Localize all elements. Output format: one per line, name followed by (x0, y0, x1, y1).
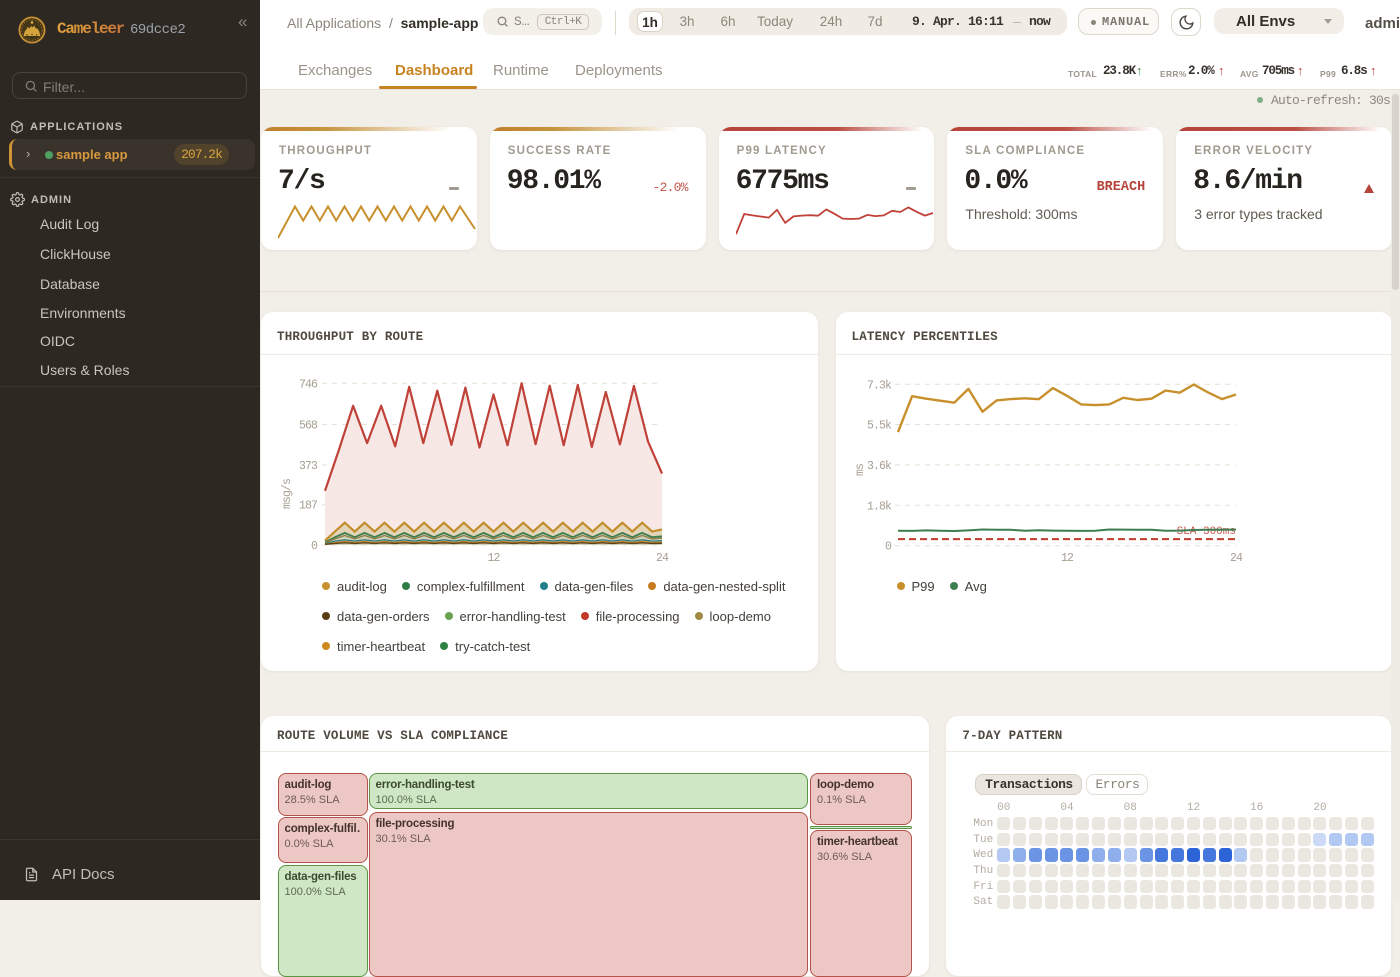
svg-text:0: 0 (311, 540, 318, 553)
svg-text:24: 24 (1229, 552, 1242, 565)
svg-text:7.3k: 7.3k (866, 379, 891, 392)
svg-text:1.8k: 1.8k (866, 500, 891, 513)
svg-text:0: 0 (884, 541, 891, 554)
svg-text:SLA 300ms: SLA 300ms (1176, 526, 1235, 538)
svg-text:746: 746 (299, 378, 318, 391)
svg-text:5.5k: 5.5k (866, 420, 891, 433)
svg-text:12: 12 (1060, 552, 1073, 565)
svg-text:187: 187 (299, 500, 317, 513)
svg-text:568: 568 (299, 420, 318, 433)
svg-text:24: 24 (656, 552, 669, 565)
svg-text:msg/s: msg/s (281, 479, 294, 509)
svg-text:12: 12 (487, 552, 500, 565)
svg-text:ms: ms (855, 464, 867, 476)
svg-text:3.6k: 3.6k (866, 460, 891, 473)
svg-text:373: 373 (299, 460, 318, 473)
